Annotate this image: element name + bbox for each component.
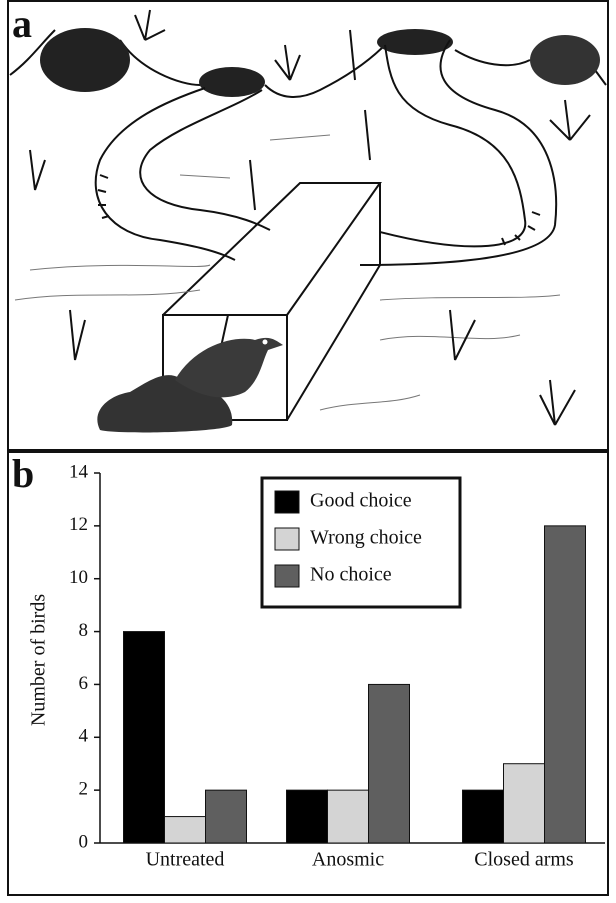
- y-tick-label: 2: [79, 779, 89, 800]
- legend-swatch: [274, 564, 300, 588]
- bar: [544, 525, 586, 844]
- bird: [175, 337, 283, 398]
- y-tick-label: 12: [69, 514, 88, 535]
- y-tick-label: 14: [69, 461, 89, 482]
- bar: [462, 789, 504, 844]
- burrow: [199, 67, 265, 97]
- bar: [205, 789, 247, 844]
- bar: [164, 816, 206, 844]
- y-axis-label: Number of birds: [28, 594, 50, 726]
- y-tick-label: 10: [69, 567, 88, 588]
- bar: [327, 789, 369, 844]
- burrow: [377, 29, 453, 55]
- illustration: [9, 9, 607, 433]
- y-tick-label: 8: [79, 620, 89, 641]
- bar: [368, 683, 410, 844]
- burrow: [40, 28, 130, 92]
- legend-label: Good choice: [310, 490, 412, 512]
- legend-swatch: [274, 527, 300, 551]
- bird-eye: [262, 339, 268, 345]
- burrow: [530, 35, 600, 85]
- bar: [503, 763, 545, 844]
- bar: [123, 631, 165, 844]
- legend-swatch: [274, 490, 300, 514]
- legend-label: Wrong choice: [310, 527, 422, 549]
- x-tick-label: Anosmic: [312, 849, 384, 871]
- panel-label: b: [12, 451, 34, 496]
- x-tick-label: Untreated: [146, 849, 225, 871]
- panel-label: a: [12, 1, 32, 46]
- legend-label: No choice: [310, 564, 392, 586]
- y-tick-label: 6: [79, 673, 89, 694]
- y-tick-label: 0: [79, 831, 89, 852]
- bar: [286, 789, 328, 844]
- y-tick-label: 4: [79, 726, 89, 747]
- x-tick-label: Closed arms: [474, 849, 574, 871]
